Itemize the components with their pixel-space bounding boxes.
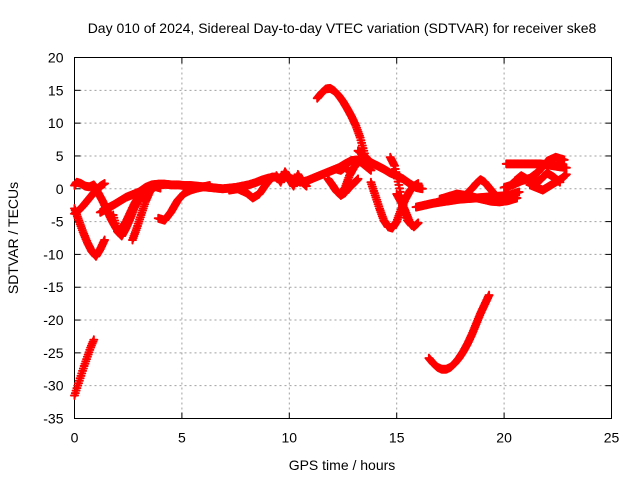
y-tick-label: -30 (43, 378, 63, 394)
data-point (100, 179, 110, 189)
y-tick-label: -10 (43, 246, 63, 262)
data-point (353, 158, 363, 168)
x-tick-label: 10 (282, 430, 298, 446)
data-point (366, 165, 376, 175)
series-arc15 (336, 174, 363, 200)
y-tick-label: 10 (48, 115, 64, 131)
y-tick-label: -5 (51, 214, 64, 230)
series-arc04 (70, 335, 99, 401)
data-point (344, 167, 354, 177)
series-arc21 (435, 189, 522, 207)
data-point (514, 187, 524, 197)
series-arc22 (463, 175, 498, 198)
y-tick-label: -35 (43, 411, 63, 427)
data-layer (70, 83, 571, 401)
y-tick-label: 5 (56, 148, 64, 164)
y-tick-label: -15 (43, 279, 63, 295)
tick-layer: 0 5 10 15 20 25 -35 -30 -25 -20 -15 -10 -5 0 5 10 15 20 (43, 50, 619, 446)
data-point (353, 174, 363, 184)
y-tick-label: 15 (48, 82, 64, 98)
data-point (484, 290, 494, 300)
y-axis-label: SDTVAR / TECUs (5, 182, 21, 294)
series-arc03 (70, 203, 110, 261)
y-tick-label: -25 (43, 345, 63, 361)
data-point (100, 235, 110, 245)
y-tick-label: 20 (48, 50, 64, 66)
data-point (488, 188, 498, 198)
series-arc10 (224, 172, 277, 203)
data-point (417, 184, 427, 194)
x-tick-label: 0 (71, 430, 79, 446)
data-point (205, 180, 215, 190)
series-arc09 (153, 180, 215, 225)
data-point (413, 218, 423, 228)
data-point (512, 193, 522, 203)
chart-title: Day 010 of 2024, Sidereal Day-to-day VTE… (88, 20, 597, 36)
x-tick-label: 5 (178, 430, 186, 446)
data-point (413, 179, 423, 189)
data-point (89, 335, 99, 345)
series-arc08 (127, 180, 163, 245)
x-tick-label: 15 (389, 430, 405, 446)
series-arc19 (392, 189, 423, 232)
data-point (559, 155, 569, 165)
series-arc17 (366, 177, 423, 233)
series-arc11 (271, 167, 311, 191)
x-tick-label: 20 (496, 430, 512, 446)
plot-frame (74, 57, 612, 419)
data-point (561, 169, 571, 179)
x-tick-label: 25 (604, 430, 620, 446)
series-arc14 (332, 162, 354, 177)
data-point (153, 180, 163, 190)
data-point (301, 181, 311, 191)
series-arc27 (525, 169, 571, 195)
y-tick-label: 0 (56, 181, 64, 197)
series-arc23 (424, 290, 494, 374)
grid-layer (74, 57, 612, 419)
y-tick-label: -20 (43, 312, 63, 328)
series-arc12 (312, 83, 369, 158)
x-axis-label: GPS time / hours (289, 457, 396, 473)
